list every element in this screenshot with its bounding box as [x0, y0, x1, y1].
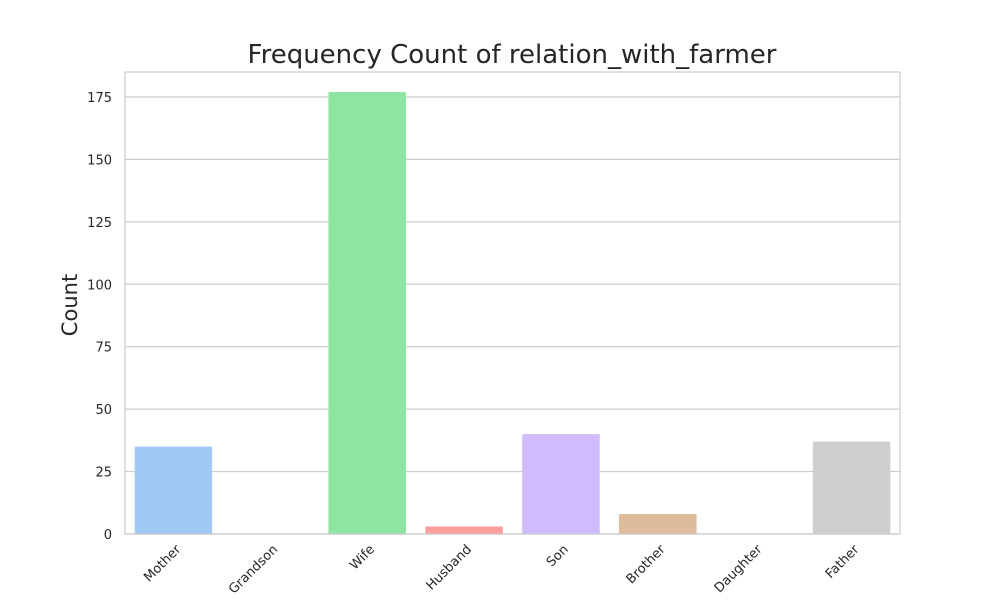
bar-son: [522, 434, 600, 534]
x-tick-label: Daughter: [712, 542, 766, 596]
bar-mother: [134, 446, 213, 534]
y-tick-label: 175: [87, 91, 112, 106]
y-tick-label: 50: [95, 403, 112, 418]
x-tick-label: Wife: [347, 542, 378, 573]
bar-husband: [425, 526, 503, 534]
x-tick-label: Grandson: [226, 542, 281, 597]
y-tick-label: 0: [104, 528, 112, 543]
plot-frame: [124, 71, 901, 535]
bar-wife: [328, 91, 406, 534]
x-tick-label: Son: [544, 542, 572, 570]
y-tick-label: 100: [87, 278, 112, 293]
bar-brother: [619, 514, 697, 534]
y-axis-title: Count: [58, 274, 82, 336]
x-tick-labels: Mother Grandson Wife Husband Son Brother Daugh…: [141, 542, 863, 598]
y-gridlines: [125, 96, 900, 535]
x-tick-label: Husband: [424, 542, 475, 593]
y-tick-label: 25: [95, 466, 112, 481]
x-tick-label: Father: [823, 542, 863, 582]
y-tick-label: 150: [87, 153, 112, 168]
y-tick-labels: 0 25 50 75 100 125 150 175: [87, 91, 112, 543]
y-tick-label: 75: [95, 341, 112, 356]
chart-title: Frequency Count of relation_with_farmer: [248, 40, 777, 70]
bars: [134, 91, 891, 534]
x-tick-label: Mother: [141, 542, 184, 585]
x-tick-label: Brother: [624, 542, 669, 587]
y-tick-label: 125: [87, 216, 112, 231]
bar-father: [812, 441, 891, 534]
